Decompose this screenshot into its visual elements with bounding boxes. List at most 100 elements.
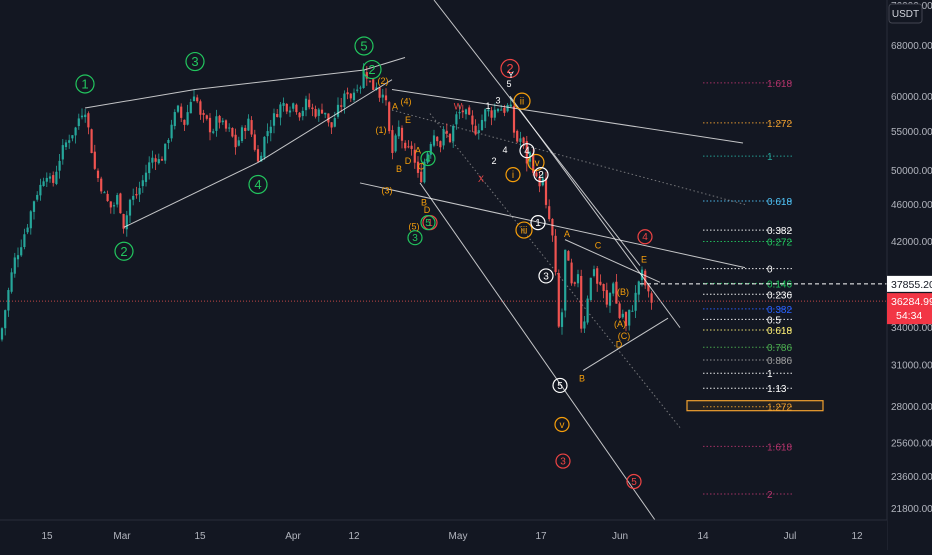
candle <box>372 79 375 91</box>
candle-body <box>544 178 548 205</box>
candle-body <box>148 162 151 174</box>
currency-badge-box[interactable] <box>888 3 923 24</box>
candle <box>592 265 596 278</box>
candle <box>349 92 352 103</box>
candle-body <box>29 211 32 229</box>
candle <box>448 133 452 144</box>
candle-body <box>535 172 538 177</box>
candle <box>157 153 160 165</box>
candle <box>468 105 471 116</box>
candle-body <box>506 104 509 112</box>
candle <box>442 126 445 150</box>
candle <box>279 102 282 126</box>
candle-body <box>61 145 64 160</box>
candle-body <box>205 115 208 119</box>
candle <box>397 120 400 140</box>
candle <box>477 123 480 140</box>
candle-body <box>423 161 426 183</box>
candle <box>644 268 647 289</box>
candle-body <box>548 206 551 220</box>
wave-label-text: Y <box>508 70 514 80</box>
wave-label-text: A <box>564 229 570 239</box>
wave-label-text: E <box>641 254 647 264</box>
candle <box>506 103 509 113</box>
wave-label-circle <box>513 92 531 110</box>
currency-badge[interactable]: USDT <box>888 3 923 24</box>
candle-body <box>221 120 224 123</box>
candle-body <box>352 92 356 101</box>
wave-label-text: (5) <box>409 221 420 231</box>
candle-body <box>340 105 343 107</box>
candle-body <box>250 120 253 135</box>
candle-body <box>256 149 260 162</box>
y-tick-label: 50000.00 <box>891 166 932 177</box>
candle <box>445 123 448 139</box>
wave-label-circle <box>420 215 436 231</box>
candle-body <box>154 158 157 162</box>
candle <box>87 111 90 135</box>
candle <box>602 283 605 299</box>
wave-label-circle <box>515 221 533 239</box>
candle-body <box>336 104 340 117</box>
candle <box>480 114 484 131</box>
candle-body <box>186 112 189 125</box>
candle-body <box>16 255 20 260</box>
wave-label-text: B <box>579 374 585 384</box>
candle <box>132 188 135 206</box>
candle <box>45 172 48 188</box>
candle-body <box>151 157 154 163</box>
trendline <box>509 95 681 328</box>
candle-body <box>448 133 452 143</box>
candle <box>71 135 74 142</box>
candle-body <box>631 310 634 312</box>
fib-label: 1 <box>767 369 773 380</box>
candle-body <box>445 130 448 134</box>
candle <box>618 301 621 320</box>
wave-label-text: 5 <box>631 477 637 488</box>
candle <box>282 97 285 112</box>
candle-body <box>71 135 74 139</box>
wave-label-text: D <box>405 156 412 166</box>
candle-body <box>304 98 308 111</box>
candle-body <box>343 93 346 108</box>
wave-label-text: 5 <box>557 381 563 392</box>
candle <box>605 282 608 308</box>
candle-body <box>7 290 10 311</box>
wave-label-text: 5 <box>506 79 511 89</box>
wave-label-circle <box>538 268 554 284</box>
candle-body <box>592 269 596 276</box>
candle <box>13 252 16 278</box>
candle <box>343 90 346 114</box>
price-badges: USDT 37855.20 36284.99 54:34 <box>887 3 932 325</box>
trendline <box>564 239 661 283</box>
candle <box>458 104 461 120</box>
wave-label-text: 4 <box>642 232 648 243</box>
candle-body <box>90 129 93 154</box>
candle <box>576 269 580 288</box>
candle-body <box>468 107 471 115</box>
candle <box>621 309 624 319</box>
candle-body <box>231 127 234 137</box>
wave-label-text: D <box>616 340 623 350</box>
candle <box>420 163 423 183</box>
wave-label-text: 1 <box>485 101 490 111</box>
candle <box>637 280 640 303</box>
candle-body <box>637 281 640 295</box>
candle <box>205 114 208 121</box>
wave-label-text: 3 <box>495 95 500 105</box>
fib-label: 0.886 <box>767 356 792 367</box>
wave-label-text: (C) <box>618 331 631 341</box>
wave-label-circle <box>75 74 95 94</box>
wave-label-text: 3 <box>560 457 566 468</box>
candle-body <box>407 146 410 148</box>
candle-body <box>160 158 164 161</box>
candle-body <box>432 135 436 146</box>
candle-body <box>327 113 330 123</box>
candle-body <box>138 188 141 195</box>
x-tick-label: 15 <box>194 531 206 542</box>
wave-label-text: A <box>415 146 421 156</box>
candle-body <box>359 87 362 89</box>
candle-body <box>583 321 586 329</box>
